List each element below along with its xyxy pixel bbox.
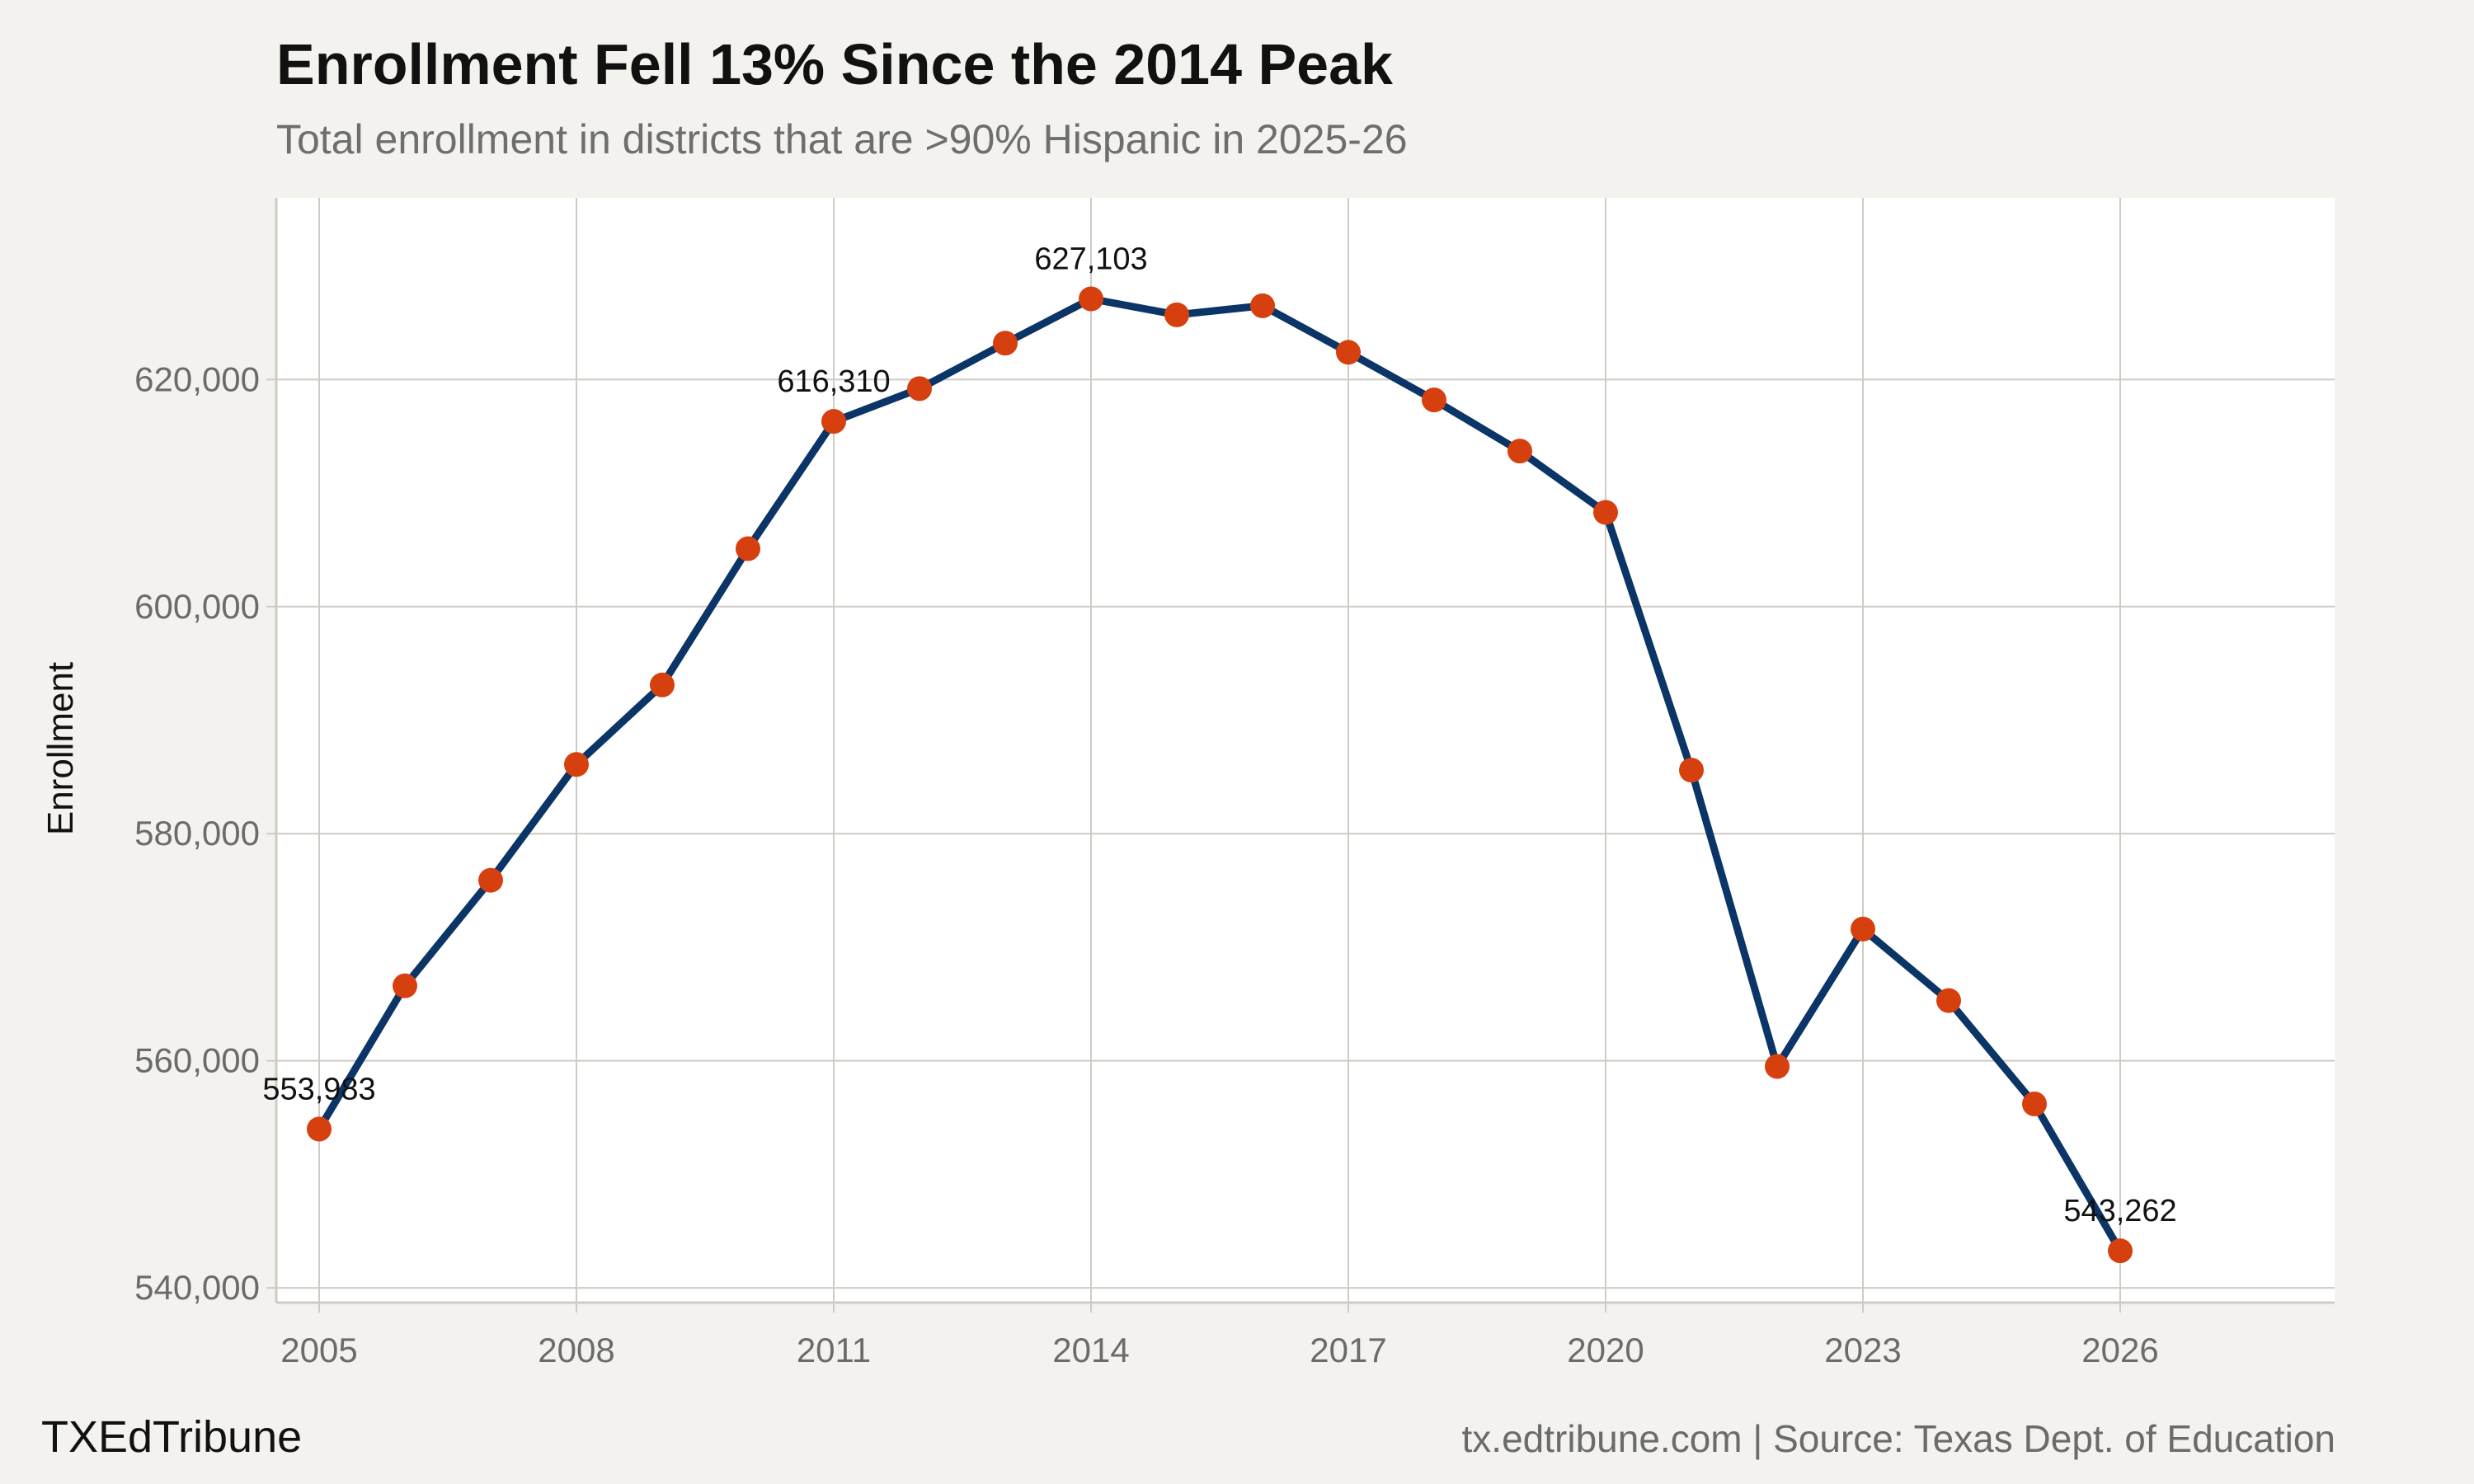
- data-point: [1250, 293, 1275, 318]
- data-point: [821, 409, 846, 434]
- data-point: [2108, 1238, 2133, 1264]
- x-tick-label: 2023: [1824, 1331, 1901, 1369]
- chart-title: Enrollment Fell 13% Since the 2014 Peak: [276, 32, 1393, 96]
- data-point: [1936, 988, 1961, 1013]
- data-label: 627,103: [1034, 242, 1147, 277]
- x-tick-label: 2026: [2081, 1331, 2158, 1369]
- y-tick-label: 540,000: [134, 1268, 260, 1307]
- chart-subtitle: Total enrollment in districts that are >…: [276, 116, 1408, 162]
- data-label: 553,983: [262, 1073, 375, 1107]
- data-point: [1079, 286, 1103, 312]
- data-point: [2022, 1091, 2047, 1116]
- data-point: [1422, 387, 1446, 413]
- x-tick-label: 2011: [797, 1331, 871, 1369]
- data-point: [736, 536, 760, 561]
- data-point: [1679, 758, 1704, 783]
- data-point: [1593, 500, 1618, 525]
- data-label: 616,310: [777, 364, 890, 399]
- gridlines: [276, 198, 2335, 1303]
- axes: 2005 2008 2011 2014 2017 2020 2023 2026540,0005…: [134, 198, 2335, 1369]
- data-point: [393, 973, 417, 998]
- x-tick-label: 2020: [1567, 1331, 1644, 1369]
- x-tick-label: 2008: [538, 1331, 614, 1369]
- data-point: [907, 376, 932, 402]
- x-tick-label: 2017: [1310, 1331, 1386, 1369]
- plot-background: [276, 198, 2335, 1303]
- data-point: [1851, 916, 1875, 942]
- y-tick-label: 580,000: [134, 814, 260, 852]
- series-line: [315, 295, 2124, 1255]
- y-axis-title: Enrollment: [40, 662, 81, 835]
- data-point: [564, 752, 589, 777]
- data-point: [1765, 1054, 1790, 1079]
- data-point: [1164, 302, 1189, 327]
- data-point: [1507, 439, 1532, 464]
- data-point: [478, 867, 503, 893]
- data-point: [1336, 340, 1361, 365]
- y-tick-label: 620,000: [134, 359, 260, 398]
- x-tick-label: 2005: [280, 1331, 357, 1369]
- brand-name: TXEdTribune: [41, 1412, 303, 1462]
- y-tick-label: 600,000: [134, 587, 260, 626]
- series-layer: [307, 286, 2133, 1264]
- data-label: 543,262: [2063, 1194, 2176, 1228]
- source-credit: tx.edtribune.com | Source: Texas Dept. o…: [1461, 1417, 2335, 1460]
- data-labels: 553,983 616,310 627,103 543,262: [262, 242, 2176, 1229]
- data-point: [307, 1116, 332, 1142]
- data-point: [993, 331, 1018, 356]
- y-tick-label: 560,000: [134, 1041, 260, 1080]
- x-tick-label: 2014: [1052, 1331, 1129, 1369]
- data-point: [650, 672, 675, 697]
